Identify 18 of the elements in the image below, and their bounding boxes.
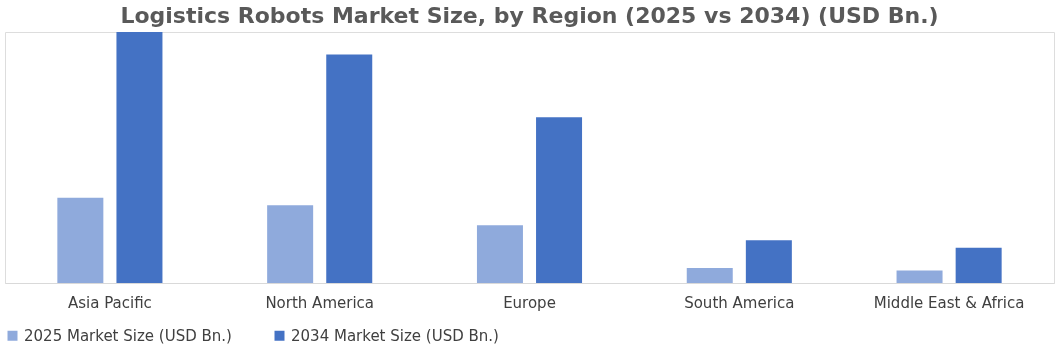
bar [686,267,733,283]
bar [536,117,583,283]
x-tick-label: South America [684,293,795,312]
x-tick-label: Middle East & Africa [873,293,1025,312]
bar [955,247,1002,283]
legend-label: 2034 Market Size (USD Bn.) [291,326,499,345]
bar [896,270,943,283]
bar [267,205,314,283]
bar [476,225,523,283]
bar [57,197,104,283]
legend-label: 2025 Market Size (USD Bn.) [24,326,232,345]
bar [326,54,373,283]
x-tick-label: Europe [503,293,556,312]
bar [745,240,792,283]
bar [116,32,163,283]
x-tick-label: Asia Pacific [67,293,152,312]
chart-title: Logistics Robots Market Size, by Region (2025 vs 2034) (USD Bn.) [120,3,939,28]
x-tick-label: North America [265,293,374,312]
